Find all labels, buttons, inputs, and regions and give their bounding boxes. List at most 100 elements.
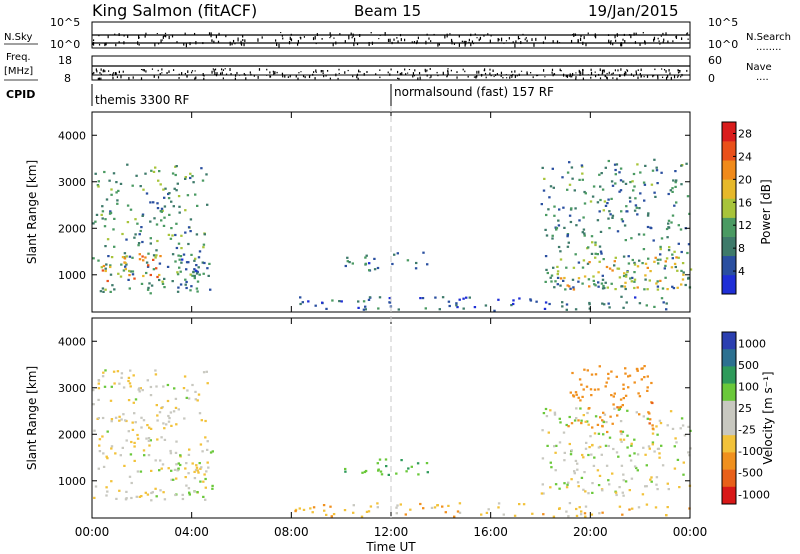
heatmap-cell: [569, 287, 572, 290]
freq-sample: [273, 72, 275, 75]
heatmap-cell: [167, 414, 170, 418]
heatmap-cell: [581, 282, 584, 285]
freq-sample: [229, 68, 231, 71]
heatmap-cell: [162, 224, 166, 227]
heatmap-cell: [633, 278, 637, 281]
heatmap-cell: [605, 464, 609, 467]
heatmap-cell: [633, 465, 637, 468]
heatmap-cell: [552, 515, 556, 518]
heatmap-cell: [92, 403, 95, 406]
freq-sample: [489, 72, 491, 75]
heatmap-cell: [184, 177, 187, 180]
freq-trace: [92, 65, 690, 81]
heatmap-cell: [546, 271, 549, 275]
heatmap-cell: [147, 286, 150, 289]
heatmap-cell: [177, 286, 180, 289]
heatmap-cell: [158, 469, 161, 472]
heatmap-cell: [628, 196, 632, 199]
heatmap-cell: [110, 420, 113, 423]
heatmap-cell: [110, 445, 114, 448]
heatmap-cell: [453, 515, 456, 518]
heatmap-cell: [112, 370, 116, 373]
velocity-colorbar-swatch: [722, 452, 736, 470]
heatmap-cell: [447, 300, 451, 303]
noise-sample: [686, 32, 688, 36]
noise-sample: [378, 38, 380, 40]
heatmap-cell: [309, 507, 312, 510]
freq-sample: [320, 69, 322, 73]
freq-sample: [297, 77, 299, 80]
heatmap-cell: [169, 411, 173, 414]
freq-sample: [257, 75, 259, 79]
heatmap-cell: [123, 257, 127, 260]
freq-sample: [532, 76, 534, 79]
heatmap-cell: [543, 177, 546, 180]
heatmap-cell: [689, 268, 693, 271]
heatmap-cell: [643, 376, 646, 379]
heatmap-cell: [153, 217, 156, 220]
heatmap-cell: [579, 407, 582, 410]
heatmap-cell: [170, 478, 173, 481]
heatmap-cell: [633, 452, 636, 455]
freq-sample: [509, 76, 511, 79]
heatmap-cell: [566, 233, 569, 237]
heatmap-cell: [135, 174, 138, 177]
heatmap-cell: [558, 417, 561, 420]
heatmap-cell: [110, 188, 113, 191]
power-colorbar-swatch: [722, 217, 736, 237]
heatmap-cell: [120, 418, 123, 421]
noise-sample: [289, 36, 291, 41]
heatmap-cell: [619, 405, 623, 408]
freq-sample: [289, 74, 291, 78]
heatmap-cell: [580, 419, 583, 422]
freq-sample: [606, 72, 608, 75]
freq-sample: [214, 71, 216, 75]
heatmap-cell: [158, 170, 161, 173]
noise-sample: [570, 39, 573, 43]
heatmap-cell: [146, 379, 149, 382]
heatmap-cell: [601, 287, 605, 290]
heatmap-cell: [668, 246, 671, 249]
heatmap-cell: [387, 473, 390, 476]
heatmap-cell: [196, 280, 200, 283]
heatmap-cell: [175, 189, 178, 192]
heatmap-cell: [480, 513, 483, 516]
heatmap-cell: [184, 283, 187, 286]
heatmap-cell: [399, 503, 402, 506]
heatmap-cell: [582, 414, 585, 417]
heatmap-cell: [120, 263, 123, 266]
heatmap-cell: [567, 481, 570, 484]
noise-sample: [483, 34, 485, 37]
freq-sample: [390, 68, 392, 71]
heatmap-cell: [596, 469, 600, 472]
freq-sample: [663, 68, 666, 71]
heatmap-cell: [646, 214, 650, 217]
heatmap-cell: [167, 197, 171, 200]
freq-sample: [462, 68, 464, 71]
heatmap-cell: [597, 432, 601, 435]
heatmap-cell: [569, 220, 573, 224]
freq-sample: [114, 72, 117, 75]
heatmap-cell: [667, 222, 670, 225]
freq-sample: [475, 75, 477, 79]
heatmap-cell: [591, 482, 594, 485]
heatmap-cell: [395, 506, 398, 509]
freq-sample: [338, 68, 340, 71]
heatmap-cell: [599, 445, 602, 448]
freq-sample: [356, 75, 358, 79]
heatmap-cell: [118, 415, 121, 418]
freq-sample: [661, 68, 663, 70]
power-colorbar-label: Power [dB]: [759, 179, 773, 244]
freq-sample: [100, 73, 102, 75]
heatmap-cell: [634, 296, 637, 299]
heatmap-cell: [545, 213, 548, 217]
heatmap-cell: [447, 504, 450, 507]
velocity-colorbar-tick-label: -500: [738, 467, 763, 480]
heatmap-cell: [647, 411, 650, 414]
heatmap-cell: [391, 262, 394, 266]
heatmap-cell: [648, 279, 651, 282]
noise-sample: [163, 34, 165, 37]
heatmap-cell: [177, 462, 180, 465]
heatmap-cell: [607, 217, 610, 220]
heatmap-cell: [502, 513, 505, 516]
